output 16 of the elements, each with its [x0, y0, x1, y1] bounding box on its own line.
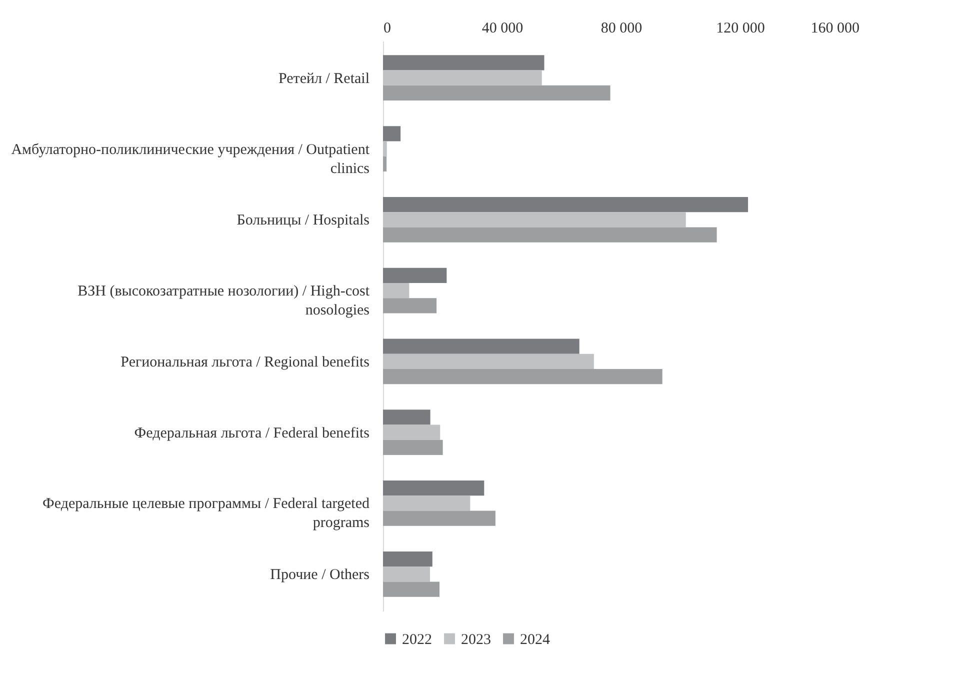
legend-label: 2024 [520, 632, 550, 648]
y-tick-label: Региональная льгота / Regional benefits [120, 354, 370, 370]
y-tick-label: Ретейл / Retail [278, 70, 370, 87]
y-tick-label: Больницы / Hospitals [236, 212, 370, 229]
y-tick-label: Федеральная льгота / Federal benefits [134, 425, 370, 442]
x-tick-label: 0 [384, 20, 391, 36]
legend-label: 2022 [402, 632, 432, 648]
x-tick-label: 40 000 [482, 20, 524, 36]
y-tick-label: Федеральные целевые программы / Federal targeted programs [42, 496, 370, 532]
y-tick-label: Прочие / Others [270, 567, 370, 584]
legend-label: 2023 [461, 632, 491, 648]
x-tick-label: 160 000 [810, 20, 860, 36]
x-tick-label: 120 000 [716, 20, 765, 36]
y-tick-label: Амбулаторно-поликлинические учреждения / Outpatient clinics [11, 142, 370, 177]
x-tick-label: 80 000 [600, 20, 642, 36]
y-tick-label: ВЗН (высокозатратные нозологии) / High-cost nosologies [78, 284, 370, 319]
